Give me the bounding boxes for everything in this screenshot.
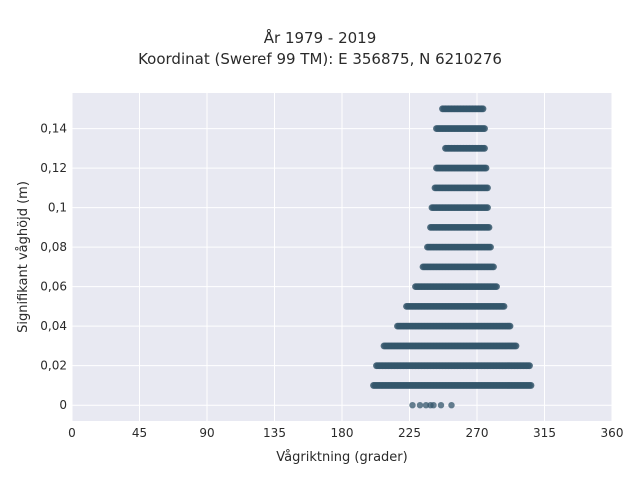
data-point <box>422 401 430 409</box>
data-point <box>409 401 416 409</box>
x-tick-label: 0 <box>68 426 76 440</box>
x-tick-label: 270 <box>466 426 489 440</box>
data-point <box>430 401 437 409</box>
data-point <box>448 401 455 409</box>
data-point <box>493 283 500 291</box>
chart-title: År 1979 - 2019 <box>263 29 377 47</box>
data-point <box>485 223 493 231</box>
data-point <box>484 184 491 192</box>
y-tick-label: 0,12 <box>40 161 67 175</box>
data-point <box>512 342 520 350</box>
y-tick-label: 0,06 <box>40 280 67 294</box>
x-tick-label: 135 <box>263 426 286 440</box>
data-point <box>484 204 491 212</box>
data-points <box>370 105 535 409</box>
x-tick-label: 315 <box>533 426 556 440</box>
y-tick-label: 0,02 <box>40 359 67 373</box>
x-tick-label: 180 <box>331 426 354 440</box>
data-point <box>506 322 514 330</box>
y-tick-label: 0,14 <box>40 122 67 136</box>
y-tick-label: 0 <box>59 398 67 412</box>
data-point <box>481 125 488 132</box>
y-axis-ticks: 0 0,02 0,04 0,06 0,08 0,1 0,12 0,14 <box>40 122 67 413</box>
data-point <box>490 263 497 271</box>
data-point <box>481 144 488 152</box>
y-tick-label: 0,1 <box>48 201 67 215</box>
x-tick-label: 225 <box>398 426 421 440</box>
data-point <box>482 164 490 172</box>
x-tick-label: 90 <box>199 426 214 440</box>
y-axis-title: Signifikant våghöjd (m) <box>16 181 31 333</box>
chart-subtitle: Koordinat (Sweref 99 TM): E 356875, N 62… <box>138 50 502 68</box>
y-tick-label: 0,04 <box>40 319 67 333</box>
data-point <box>416 401 424 409</box>
data-point <box>500 302 508 310</box>
x-tick-label: 360 <box>601 426 624 440</box>
data-point <box>487 243 494 251</box>
x-axis-ticks: 0 45 90 135 180 225 270 315 360 <box>68 426 623 440</box>
data-point <box>479 105 487 113</box>
data-point <box>437 401 445 409</box>
y-tick-label: 0,08 <box>40 240 67 254</box>
data-point <box>526 362 533 370</box>
x-axis-title: Vågriktning (grader) <box>276 450 407 465</box>
data-point <box>527 382 535 389</box>
x-tick-label: 45 <box>132 426 147 440</box>
